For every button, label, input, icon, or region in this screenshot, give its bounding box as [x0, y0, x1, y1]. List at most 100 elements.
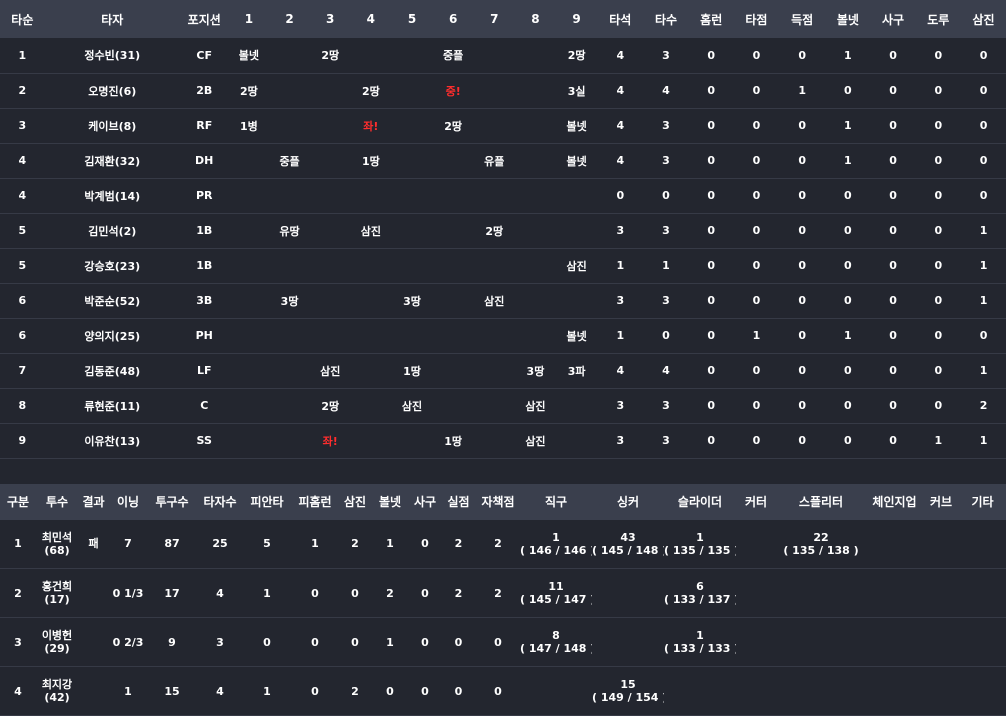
inning-result	[269, 178, 310, 213]
batter-position: PH	[180, 318, 229, 353]
pitching-stat-bf: 4	[197, 667, 243, 716]
inning-result	[269, 73, 310, 108]
batting-stat: 0	[779, 283, 825, 318]
inning-result	[391, 213, 433, 248]
inning-result	[391, 108, 433, 143]
inning-result	[229, 423, 270, 458]
batting-stat: 4	[643, 73, 689, 108]
batting-stat: 1	[597, 318, 643, 353]
batter-name: 정수빈(31)	[45, 38, 180, 73]
pitching-stat-r: 0	[441, 618, 476, 667]
pitching-stat-er: 0	[476, 618, 520, 667]
pitcher-cell: 최민석(68)	[36, 520, 78, 569]
batter-name: 양의지(25)	[45, 318, 180, 353]
pitching-header-cell: 이닝	[109, 484, 147, 520]
batting-stat: 0	[734, 423, 780, 458]
batting-stat: 1	[825, 38, 871, 73]
pitcher-cell: 이병헌(29)	[36, 618, 78, 667]
batting-stat: 0	[871, 423, 916, 458]
batting-stat: 1	[915, 423, 961, 458]
batting-stat: 0	[961, 73, 1006, 108]
batting-stat: 1	[961, 283, 1006, 318]
pitcher-number: (17)	[36, 593, 78, 606]
pitching-stat-bf: 3	[197, 618, 243, 667]
batting-stat: 3	[597, 388, 643, 423]
inning-result: 삼진	[310, 353, 351, 388]
pitching-stat-so: 2	[339, 667, 371, 716]
pitching-stat-h: 0	[243, 618, 291, 667]
batting-stat: 0	[734, 73, 780, 108]
batting-stat: 0	[871, 178, 916, 213]
pitch-velocity: ( 145 / 147 )	[520, 593, 592, 606]
inning-result	[515, 108, 556, 143]
pitching-header-cell: 구분	[0, 484, 36, 520]
inning-result	[229, 353, 270, 388]
inning-result	[473, 38, 515, 73]
pitch-type-cell	[866, 667, 923, 716]
inning-result	[515, 213, 556, 248]
pitching-header-cell: 볼넷	[371, 484, 409, 520]
batting-stat: 0	[734, 213, 780, 248]
inning-result	[269, 423, 310, 458]
inning-result	[556, 178, 598, 213]
batting-order: 7	[0, 353, 45, 388]
pitching-stat-h: 1	[243, 667, 291, 716]
pitching-header-cell: 체인지업	[866, 484, 923, 520]
batting-header-cell: 타점	[734, 0, 780, 38]
inning-result	[515, 248, 556, 283]
batting-stat: 0	[734, 353, 780, 388]
inning-result: 2땅	[556, 38, 598, 73]
pitching-header-cell: 커브	[923, 484, 959, 520]
inning-result	[433, 213, 474, 248]
pitch-type-cell	[776, 667, 866, 716]
batting-stat: 0	[915, 73, 961, 108]
batting-stat: 0	[734, 108, 780, 143]
pitching-header-cell: 실점	[441, 484, 476, 520]
batting-stat: 0	[871, 248, 916, 283]
pitching-header-cell: 삼진	[339, 484, 371, 520]
batter-name: 강승호(23)	[45, 248, 180, 283]
batting-header-cell: 타자	[45, 0, 180, 38]
batting-stat: 0	[734, 388, 780, 423]
pitch-type-cell	[736, 520, 776, 569]
pitch-velocity: ( 135 / 135 )	[664, 544, 736, 557]
pitcher-number: (29)	[36, 642, 78, 655]
inning-result	[351, 423, 392, 458]
inning-result	[269, 248, 310, 283]
pitch-count: 22	[776, 531, 866, 544]
batting-stat: 1	[825, 318, 871, 353]
batting-stat: 4	[643, 353, 689, 388]
batting-stat: 0	[689, 353, 734, 388]
inning-result	[515, 283, 556, 318]
pitch-type-cell: 1( 133 / 133 )	[664, 618, 736, 667]
batter-name: 박계범(14)	[45, 178, 180, 213]
pitching-stat-pitches: 9	[147, 618, 197, 667]
batting-stat: 0	[689, 388, 734, 423]
pitching-order: 1	[0, 520, 36, 569]
pitcher-name: 최민석	[36, 531, 78, 544]
batter-position: CF	[180, 38, 229, 73]
inning-result: 삼진	[391, 388, 433, 423]
inning-result: 2땅	[473, 213, 515, 248]
batting-stat: 0	[734, 178, 780, 213]
batting-stat: 1	[961, 423, 1006, 458]
pitch-velocity: ( 145 / 148 )	[592, 544, 664, 557]
inning-result: 3파	[556, 353, 598, 388]
inning-result: 삼진	[473, 283, 515, 318]
pitching-stat-r: 2	[441, 520, 476, 569]
inning-result	[351, 248, 392, 283]
batting-header-cell: 사구	[871, 0, 916, 38]
inning-result: 중!	[433, 73, 474, 108]
batting-stat: 0	[689, 248, 734, 283]
inning-result	[515, 143, 556, 178]
pitching-stat-pitches: 87	[147, 520, 197, 569]
batting-header-cell: 득점	[779, 0, 825, 38]
batting-stat: 0	[871, 38, 916, 73]
pitching-stat-hr: 0	[291, 569, 339, 618]
pitch-type-cell: 11( 145 / 147 )	[520, 569, 592, 618]
batting-stat: 0	[871, 108, 916, 143]
inning-result	[229, 318, 270, 353]
